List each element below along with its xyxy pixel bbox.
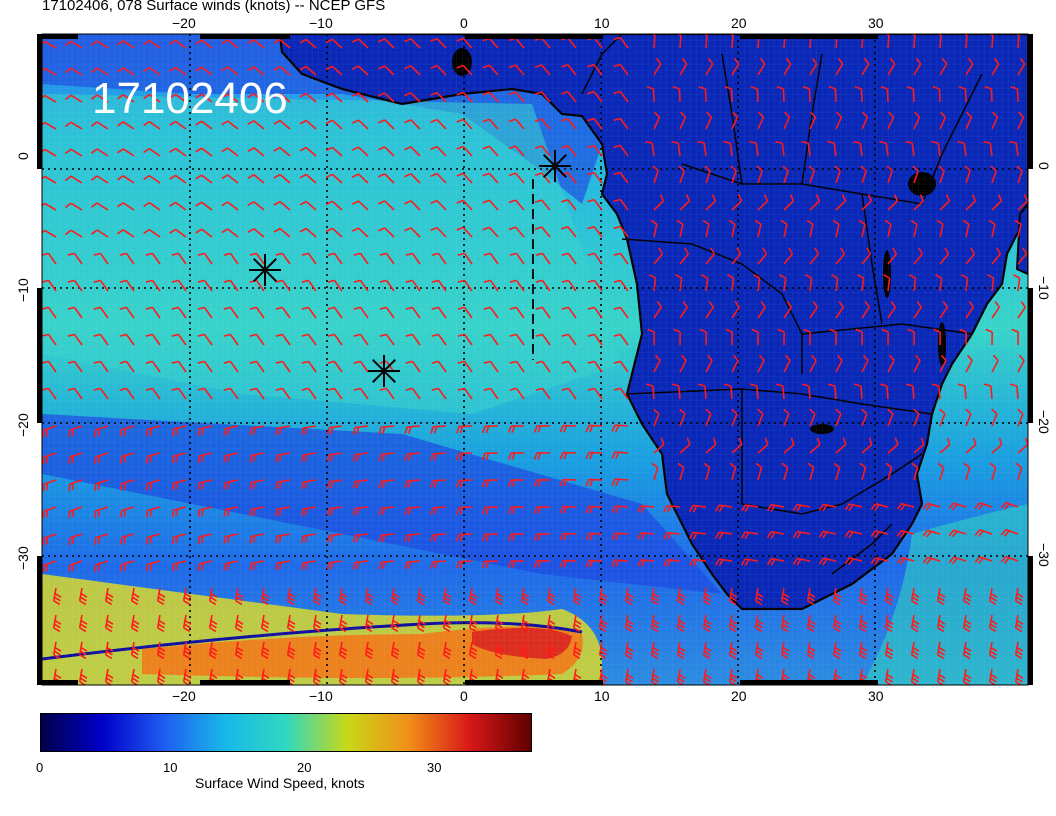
colorbar-title: Surface Wind Speed, knots	[195, 775, 365, 791]
map-title: 17102406, 078 Surface winds (knots) -- N…	[42, 0, 386, 14]
lat-tick-right: −20	[1036, 410, 1052, 434]
lon-tick-top: 0	[460, 15, 468, 31]
lon-tick-bottom: 30	[868, 688, 884, 704]
lon-tick-bottom: −10	[309, 688, 333, 704]
lon-tick-top: 10	[594, 15, 610, 31]
lat-tick-left: −20	[15, 413, 31, 437]
lon-tick-top: 20	[731, 15, 747, 31]
colorbar-tick-label: 10	[163, 760, 178, 775]
marker-equator-gabon	[539, 150, 571, 182]
lat-tick-right: −10	[1036, 276, 1052, 300]
lon-tick-bottom: 20	[731, 688, 747, 704]
marker-south-atlantic	[368, 355, 400, 387]
colorbar-tick-label: 30	[427, 760, 442, 775]
colorbar-tick-label: 0	[36, 760, 44, 775]
lon-tick-top: −10	[309, 15, 333, 31]
lon-tick-top: 30	[868, 15, 884, 31]
lon-tick-bottom: 10	[594, 688, 610, 704]
marker-west-atlantic	[249, 254, 281, 286]
wind-map-canvas	[42, 34, 1028, 685]
lon-tick-top: −20	[172, 15, 196, 31]
lat-tick-left: −10	[15, 278, 31, 302]
wind-speed-colorbar	[40, 713, 532, 752]
lat-tick-left: −30	[15, 546, 31, 570]
lat-tick-left: 0	[15, 152, 31, 160]
colorbar-tick-label: 20	[297, 760, 312, 775]
lat-tick-right: −30	[1036, 543, 1052, 567]
wind-map: 17102406	[42, 34, 1028, 685]
lat-tick-right: 0	[1036, 162, 1052, 170]
date-stamp: 17102406	[92, 74, 288, 123]
lon-tick-bottom: −20	[172, 688, 196, 704]
lon-tick-bottom: 0	[460, 688, 468, 704]
